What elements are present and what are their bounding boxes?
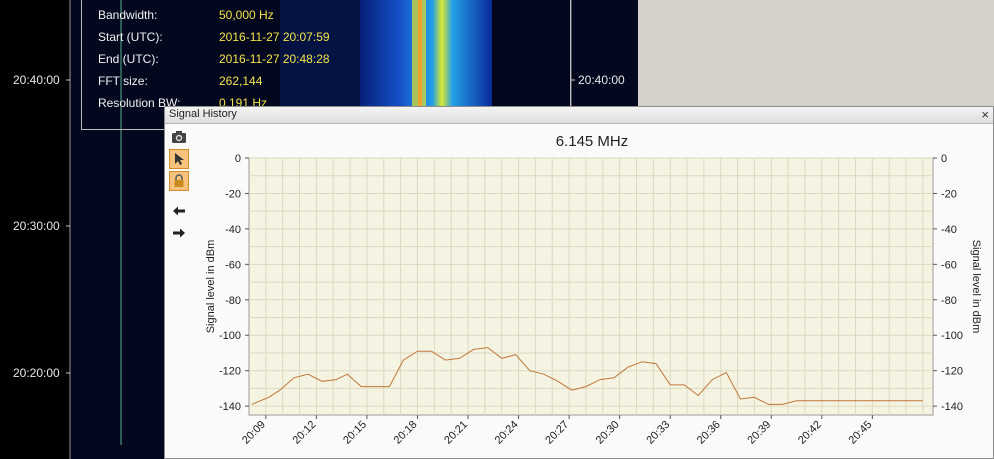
signal-history-chart: 6.145 MHz 0 0 -20 -20 -40 -40 -60 -60 -80 -80 -100…	[205, 133, 982, 447]
y-tick-label-right: -120	[941, 366, 963, 378]
info-value-end: 2016-11-27 20:48:28	[219, 52, 330, 66]
info-label-fft-size: FFT size:	[98, 74, 148, 88]
y-tick-label-right: 0	[941, 153, 947, 165]
arrow-right-icon	[173, 228, 185, 238]
pointer-tool-button[interactable]	[169, 149, 189, 169]
signal-history-window: Signal History ×	[164, 106, 994, 459]
arrow-left-icon	[173, 206, 185, 216]
x-tick-label: 20:42	[796, 419, 824, 447]
camera-icon	[172, 131, 186, 143]
y-tick-label-right: -80	[941, 295, 957, 307]
y-tick-label-left: -120	[219, 366, 241, 378]
time-label-left: 20:20:00	[13, 366, 60, 380]
info-label-bandwidth: Bandwidth:	[98, 8, 158, 22]
snapshot-button[interactable]	[169, 127, 189, 147]
x-tick-label: 20:27	[543, 419, 571, 447]
x-tick-label: 20:24	[493, 419, 521, 447]
y-tick-label-right: -60	[941, 259, 957, 271]
x-tick-label: 20:09	[240, 419, 268, 447]
y-tick-label-right: -20	[941, 188, 957, 200]
forward-button[interactable]	[169, 223, 189, 243]
info-label-resolution-bw: Resolution BW:	[98, 96, 181, 110]
x-tick-label: 20:30	[594, 419, 622, 447]
time-label-left: 20:40:00	[13, 73, 60, 87]
lock-button[interactable]	[169, 171, 189, 191]
time-label-right: 20:40:00	[578, 73, 625, 87]
y-tick-label-right: -40	[941, 224, 957, 236]
y-tick-label-left: -80	[225, 295, 241, 307]
x-tick-label: 20:36	[695, 419, 723, 447]
lock-icon	[174, 174, 184, 187]
pointer-icon	[175, 153, 184, 165]
x-tick-label: 20:18	[392, 419, 420, 447]
signal-series-line	[251, 347, 923, 405]
x-tick-label: 20:33	[644, 419, 672, 447]
y-tick-label-left: -60	[225, 259, 241, 271]
y-axis-label-left: Signal level in dBm	[205, 240, 217, 334]
info-value-start: 2016-11-27 20:07:59	[219, 30, 330, 44]
y-tick-label-left: -20	[225, 188, 241, 200]
close-button[interactable]: ×	[981, 107, 989, 122]
window-titlebar[interactable]: Signal History ×	[165, 107, 993, 124]
x-tick-label: 20:15	[341, 419, 369, 447]
x-tick-label: 20:45	[847, 419, 875, 447]
info-label-end: End (UTC):	[98, 52, 159, 66]
y-tick-label-left: 0	[235, 153, 241, 165]
time-label-left: 20:30:00	[13, 219, 60, 233]
plot-area	[248, 157, 934, 416]
x-axis-ticks: 20:09 20:12 20:15 20:18 20:21 20:24 20:27 20:30…	[240, 415, 874, 447]
y-tick-label-right: -100	[941, 330, 963, 342]
y-axis-ticks: 0 0 -20 -20 -40 -40 -60 -60 -80 -80 -100 -100 -120 -1…	[219, 153, 963, 413]
x-tick-label: 20:21	[442, 419, 470, 447]
x-tick-label: 20:39	[745, 419, 773, 447]
y-tick-label-right: -140	[941, 401, 963, 413]
grid-lines	[249, 157, 933, 415]
x-tick-label: 20:12	[291, 419, 319, 447]
y-axis-label-right: Signal level in dBm	[970, 240, 982, 334]
info-label-start: Start (UTC):	[98, 30, 163, 44]
y-tick-label-left: -40	[225, 224, 241, 236]
y-tick-label-left: -100	[219, 330, 241, 342]
chart-toolbar	[167, 125, 191, 458]
info-value-bandwidth: 50,000 Hz	[219, 8, 274, 22]
window-title: Signal History	[169, 108, 237, 120]
back-button[interactable]	[169, 201, 189, 221]
y-tick-label-left: -140	[219, 401, 241, 413]
info-value-fft-size: 262,144	[219, 74, 263, 88]
chart-title: 6.145 MHz	[556, 133, 629, 150]
